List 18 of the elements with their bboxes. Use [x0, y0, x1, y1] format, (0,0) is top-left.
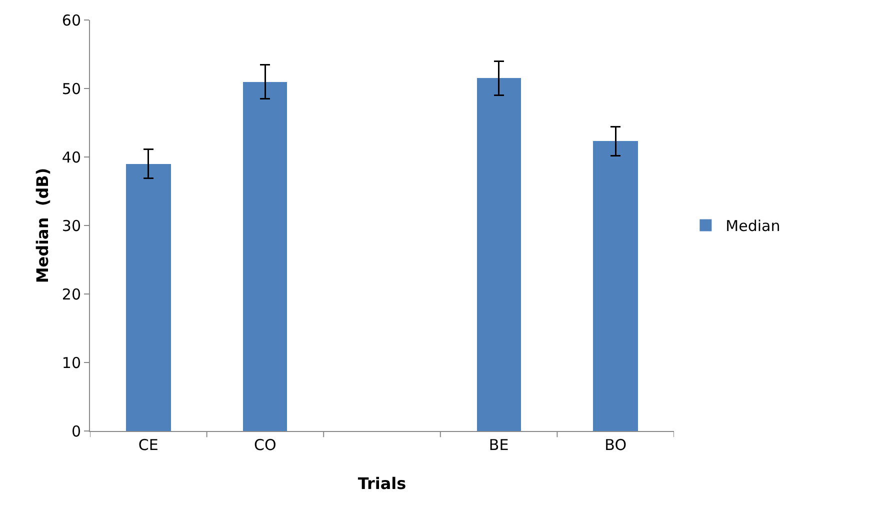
bar — [243, 82, 287, 431]
y-tick-label: 10 — [62, 354, 81, 372]
y-tick-label: 50 — [62, 80, 81, 98]
legend-label: Median — [726, 217, 780, 236]
x-tick-label: BO — [604, 436, 627, 454]
x-tick-label: BE — [488, 436, 509, 454]
bar — [477, 78, 521, 431]
x-axis-title: Trials — [358, 474, 406, 493]
y-tick-label: 60 — [62, 11, 81, 30]
x-tick-label: CE — [138, 436, 158, 454]
y-tick-label: 30 — [62, 216, 81, 235]
bar — [126, 164, 171, 431]
y-tick-label: 40 — [62, 148, 81, 166]
x-tick-label: CO — [254, 436, 276, 454]
y-tick-label: 20 — [62, 285, 81, 304]
y-axis-title: Median (dB) — [33, 168, 52, 284]
y-tick-label: 0 — [71, 422, 81, 440]
bar — [593, 141, 638, 431]
